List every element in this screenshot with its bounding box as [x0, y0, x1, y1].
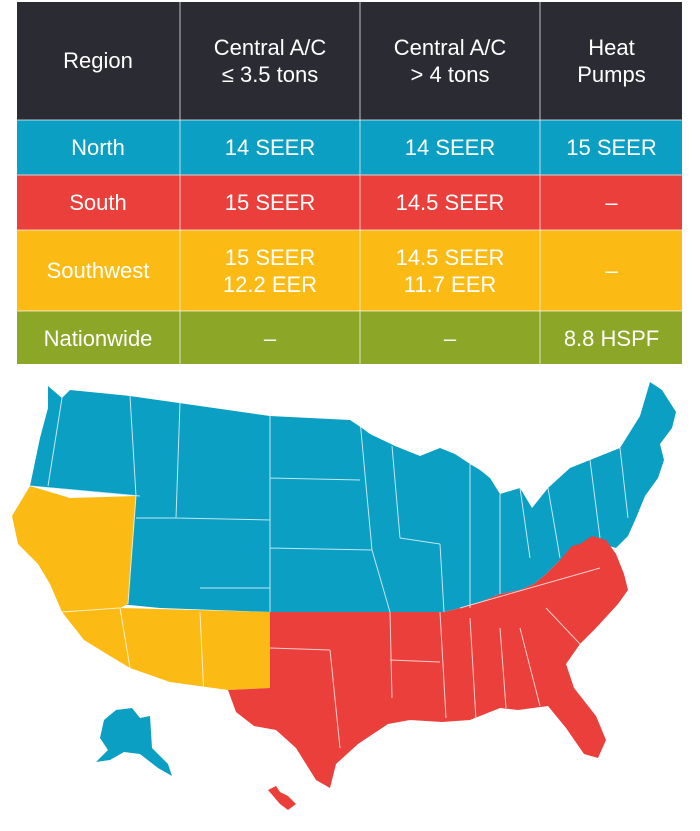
cell-heat-pumps: 15 SEER — [540, 120, 682, 176]
cell-large-ac: – — [360, 311, 541, 364]
table-row-south: South 15 SEER 14.5 SEER – — [17, 175, 682, 231]
table-row-nationwide: Nationwide – – 8.8 HSPF — [17, 311, 682, 364]
cell-region: North — [17, 120, 181, 176]
header-region: Region — [17, 2, 181, 121]
map-region-north — [30, 382, 676, 612]
cell-small-ac: 15 SEER 12.2 EER — [180, 230, 361, 312]
header-heat-pumps: Heat Pumps — [540, 2, 682, 121]
table-row-north: North 14 SEER 14 SEER 15 SEER — [17, 120, 682, 176]
cell-large-ac: 14.5 SEER 11.7 EER — [360, 230, 541, 312]
state-boundaries — [29, 395, 629, 749]
cell-heat-pumps: – — [540, 175, 682, 231]
map-region-southwest — [12, 486, 270, 690]
map-hawaii — [268, 786, 296, 810]
cell-region: South — [17, 175, 181, 231]
cell-large-ac: 14.5 SEER — [360, 175, 541, 231]
table-row-southwest: Southwest 15 SEER 12.2 EER 14.5 SEER 11.… — [17, 230, 682, 312]
cell-region: Southwest — [17, 230, 181, 312]
cell-small-ac: 14 SEER — [180, 120, 361, 176]
efficiency-standards-table: Region Central A/C ≤ 3.5 tons Central A/… — [17, 2, 682, 364]
cell-large-ac: 14 SEER — [360, 120, 541, 176]
us-regions-map — [0, 368, 700, 831]
table-header-row: Region Central A/C ≤ 3.5 tons Central A/… — [17, 2, 682, 121]
cell-small-ac: – — [180, 311, 361, 364]
cell-heat-pumps: – — [540, 230, 682, 312]
cell-region: Nationwide — [17, 311, 181, 364]
cell-heat-pumps: 8.8 HSPF — [540, 311, 682, 364]
cell-small-ac: 15 SEER — [180, 175, 361, 231]
header-central-ac-large: Central A/C > 4 tons — [360, 2, 541, 121]
header-central-ac-small: Central A/C ≤ 3.5 tons — [180, 2, 361, 121]
map-alaska — [96, 708, 172, 776]
